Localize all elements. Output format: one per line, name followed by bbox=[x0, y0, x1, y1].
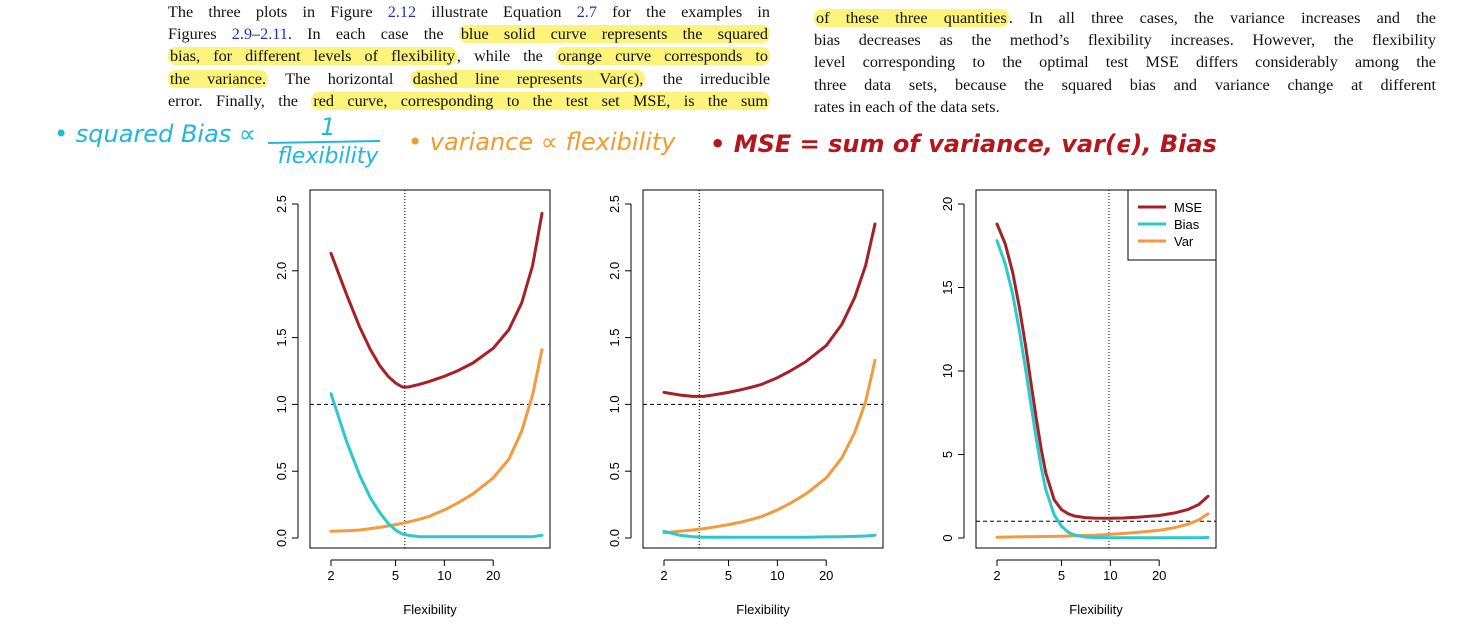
text-line: The three plots in Figure 2.12 illustrat… bbox=[168, 1, 770, 23]
text-span: the irreducible bbox=[645, 69, 771, 88]
text-line: rates in each of the data sets. bbox=[814, 96, 1436, 118]
text-line: level corresponding to the optimal test … bbox=[814, 51, 1436, 73]
text-span: error. Finally, the bbox=[168, 91, 312, 110]
text-line: three data sets, because the squared bia… bbox=[814, 74, 1436, 96]
x-tick-label: 2 bbox=[327, 568, 334, 583]
text-span: . In all three cases, the variance incre… bbox=[1008, 9, 1436, 27]
text-line: Figures 2.9–2.11. In each case the blue … bbox=[168, 23, 770, 45]
text-line: of these three quantities. In all three … bbox=[814, 7, 1436, 29]
plot-frame bbox=[309, 189, 551, 549]
series-bias-line bbox=[329, 392, 544, 539]
x-axis-label: Flexibility bbox=[403, 602, 457, 617]
legend-label-var: Var bbox=[1174, 234, 1194, 249]
text-span: three data sets, because the squared bia… bbox=[814, 75, 1436, 94]
y-tick-label: 2.0 bbox=[607, 262, 622, 280]
annotation-variance: • variance ∝ flexibility bbox=[408, 128, 676, 156]
series-var-line bbox=[329, 348, 544, 533]
y-tick-label: 1.5 bbox=[607, 329, 622, 347]
x-tick-label: 10 bbox=[770, 568, 784, 583]
y-tick-label: 1.0 bbox=[274, 395, 289, 413]
text-line: error. Finally, the red curve, correspon… bbox=[168, 90, 770, 112]
highlighted-text: of these three quantities bbox=[814, 9, 1009, 27]
annotation-bias-denominator: flexibility bbox=[277, 144, 379, 169]
reference-link[interactable]: 2.11 bbox=[260, 25, 288, 44]
highlighted-text: bias, for different levels of flexibilit… bbox=[168, 47, 457, 66]
x-tick-label: 20 bbox=[819, 568, 833, 583]
reference-link[interactable]: 2.7 bbox=[576, 3, 597, 21]
y-tick-label: 0 bbox=[940, 534, 955, 541]
legend-label-bias: Bias bbox=[1174, 217, 1200, 232]
text-span: – bbox=[252, 25, 261, 44]
x-tick-label: 20 bbox=[486, 568, 500, 583]
plot-frame bbox=[975, 189, 1217, 549]
highlighted-text: blue solid curve represents the squared bbox=[458, 25, 770, 44]
series-bias-line bbox=[662, 529, 877, 539]
x-tick-label: 20 bbox=[1152, 568, 1166, 583]
plot-1-svg: 0.0 0.5 1.0 1.5 2.0 2.5 2 5 10 20 Flexibility bbox=[274, 189, 551, 617]
plot-2-svg: 0.0 0.5 1.0 1.5 2.0 2.5 2 5 10 20 Flexibility bbox=[607, 189, 884, 617]
x-tick-label: 10 bbox=[437, 568, 451, 583]
annotation-bias-fraction: 1 flexibility bbox=[267, 113, 388, 169]
plot-frame bbox=[642, 189, 884, 549]
x-axis-label: Flexibility bbox=[736, 602, 790, 617]
y-tick-label: 0.0 bbox=[607, 529, 622, 547]
y-tick-label: 1.5 bbox=[274, 329, 289, 347]
text-span: The horizontal bbox=[268, 69, 411, 88]
annotation-mse: • MSE = sum of variance, var(ϵ), Bias bbox=[710, 130, 1217, 158]
text-span: Figures bbox=[168, 25, 232, 44]
text-line: bias decreases as the method’s flexibili… bbox=[814, 29, 1436, 51]
y-tick-label: 2.0 bbox=[274, 262, 289, 280]
y-tick-label: 2.5 bbox=[274, 195, 289, 213]
y-tick-label: 5 bbox=[940, 451, 955, 458]
annotation-bias: • squared Bias ∝ bbox=[54, 120, 257, 148]
text-span: . In each case the bbox=[287, 25, 459, 44]
x-tick-label: 5 bbox=[725, 568, 732, 583]
y-tick-label: 0.5 bbox=[607, 462, 622, 480]
y-tick-label: 0.0 bbox=[274, 529, 289, 547]
x-tick-label: 2 bbox=[660, 568, 667, 583]
y-tick-label: 10 bbox=[940, 364, 955, 378]
highlighted-text: red curve, corresponding to the test set… bbox=[311, 91, 770, 110]
series-var-line bbox=[995, 512, 1210, 539]
series-mse-line bbox=[995, 222, 1210, 520]
plot-2: 0.0 0.5 1.0 1.5 2.0 2.5 2 5 10 20 Flexibility bbox=[603, 176, 903, 638]
x-tick-label: 10 bbox=[1103, 568, 1117, 583]
text-span: for the examples in bbox=[596, 3, 770, 21]
text-span: rates in each of the data sets. bbox=[814, 97, 1000, 116]
paragraph-left: The three plots in Figure 2.12 illustrat… bbox=[168, 1, 770, 112]
highlighted-text: the variance. bbox=[168, 69, 269, 88]
series-bias-line bbox=[995, 239, 1210, 540]
x-tick-label: 5 bbox=[1058, 568, 1065, 583]
reference-link[interactable]: 2.12 bbox=[387, 3, 417, 21]
plot-3: 0 5 10 15 20 2 5 10 20 Flexibility MSE Bias Var bbox=[936, 176, 1236, 638]
text-span: The three plots in Figure bbox=[168, 3, 388, 21]
legend-label-mse: MSE bbox=[1174, 200, 1203, 215]
y-tick-label: 1.0 bbox=[607, 395, 622, 413]
series-var-line bbox=[662, 358, 877, 535]
y-tick-label: 2.5 bbox=[607, 195, 622, 213]
series-mse-line bbox=[329, 211, 544, 389]
plot-1: 0.0 0.5 1.0 1.5 2.0 2.5 2 5 10 20 Flexibility bbox=[270, 176, 570, 638]
x-axis-label: Flexibility bbox=[1069, 602, 1123, 617]
series-mse-line bbox=[662, 222, 877, 398]
text-span: illustrate Equation bbox=[416, 3, 577, 21]
text-line: bias, for different levels of flexibilit… bbox=[168, 45, 770, 67]
highlighted-text: dashed line represents Var(ϵ), bbox=[410, 69, 646, 88]
y-tick-label: 15 bbox=[940, 280, 955, 294]
y-tick-label: 20 bbox=[940, 197, 955, 211]
x-tick-label: 5 bbox=[392, 568, 399, 583]
reference-link[interactable]: 2.9 bbox=[231, 25, 253, 44]
x-tick-label: 2 bbox=[993, 568, 1000, 583]
text-line: the variance. The horizontal dashed line… bbox=[168, 68, 770, 90]
y-tick-label: 0.5 bbox=[274, 462, 289, 480]
text-span: , while the bbox=[456, 47, 556, 66]
paragraph-right: of these three quantities. In all three … bbox=[814, 7, 1436, 118]
annotation-bias-numerator: 1 bbox=[320, 113, 336, 141]
text-span: bias decreases as the method’s flexibili… bbox=[814, 31, 1436, 50]
text-span: level corresponding to the optimal test … bbox=[814, 53, 1436, 72]
highlighted-text: orange curve corresponds to bbox=[555, 47, 770, 66]
